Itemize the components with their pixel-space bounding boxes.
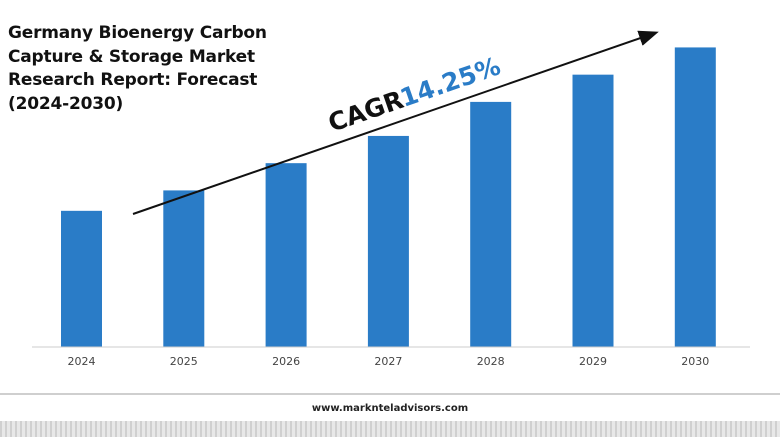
footer-url[interactable]: www.marknteladvisors.com xyxy=(311,403,469,414)
bar-chart: 2024 2025 2026 2027 2028 2029 2030 CAGR 14.25% xyxy=(32,30,750,368)
footer-bar: www.marknteladvisors.com xyxy=(0,393,780,442)
cagr-trend-arrow xyxy=(132,30,659,215)
tick-label-2026: 2026 xyxy=(272,355,300,368)
bars-group xyxy=(61,47,716,347)
tick-label-2027: 2027 xyxy=(374,355,402,368)
tick-label-2028: 2028 xyxy=(477,355,505,368)
bar-2025 xyxy=(163,190,205,347)
cagr-label: CAGR xyxy=(324,85,407,138)
tick-label-2025: 2025 xyxy=(170,355,198,368)
tick-label-2029: 2029 xyxy=(579,355,607,368)
bar-2026 xyxy=(265,163,307,347)
x-tick-labels: 2024 2025 2026 2027 2028 2029 2030 xyxy=(68,355,710,368)
chart-title: Germany Bioenergy Carbon Capture & Stora… xyxy=(8,23,267,114)
bar-2027 xyxy=(367,135,409,347)
footer-decoration xyxy=(0,421,780,437)
bar-2024 xyxy=(61,210,102,347)
bar-2029 xyxy=(572,74,614,347)
bar-2028 xyxy=(470,101,512,347)
tick-label-2030: 2030 xyxy=(681,355,709,368)
bar-2030 xyxy=(674,47,716,347)
tick-label-2024: 2024 xyxy=(68,355,96,368)
